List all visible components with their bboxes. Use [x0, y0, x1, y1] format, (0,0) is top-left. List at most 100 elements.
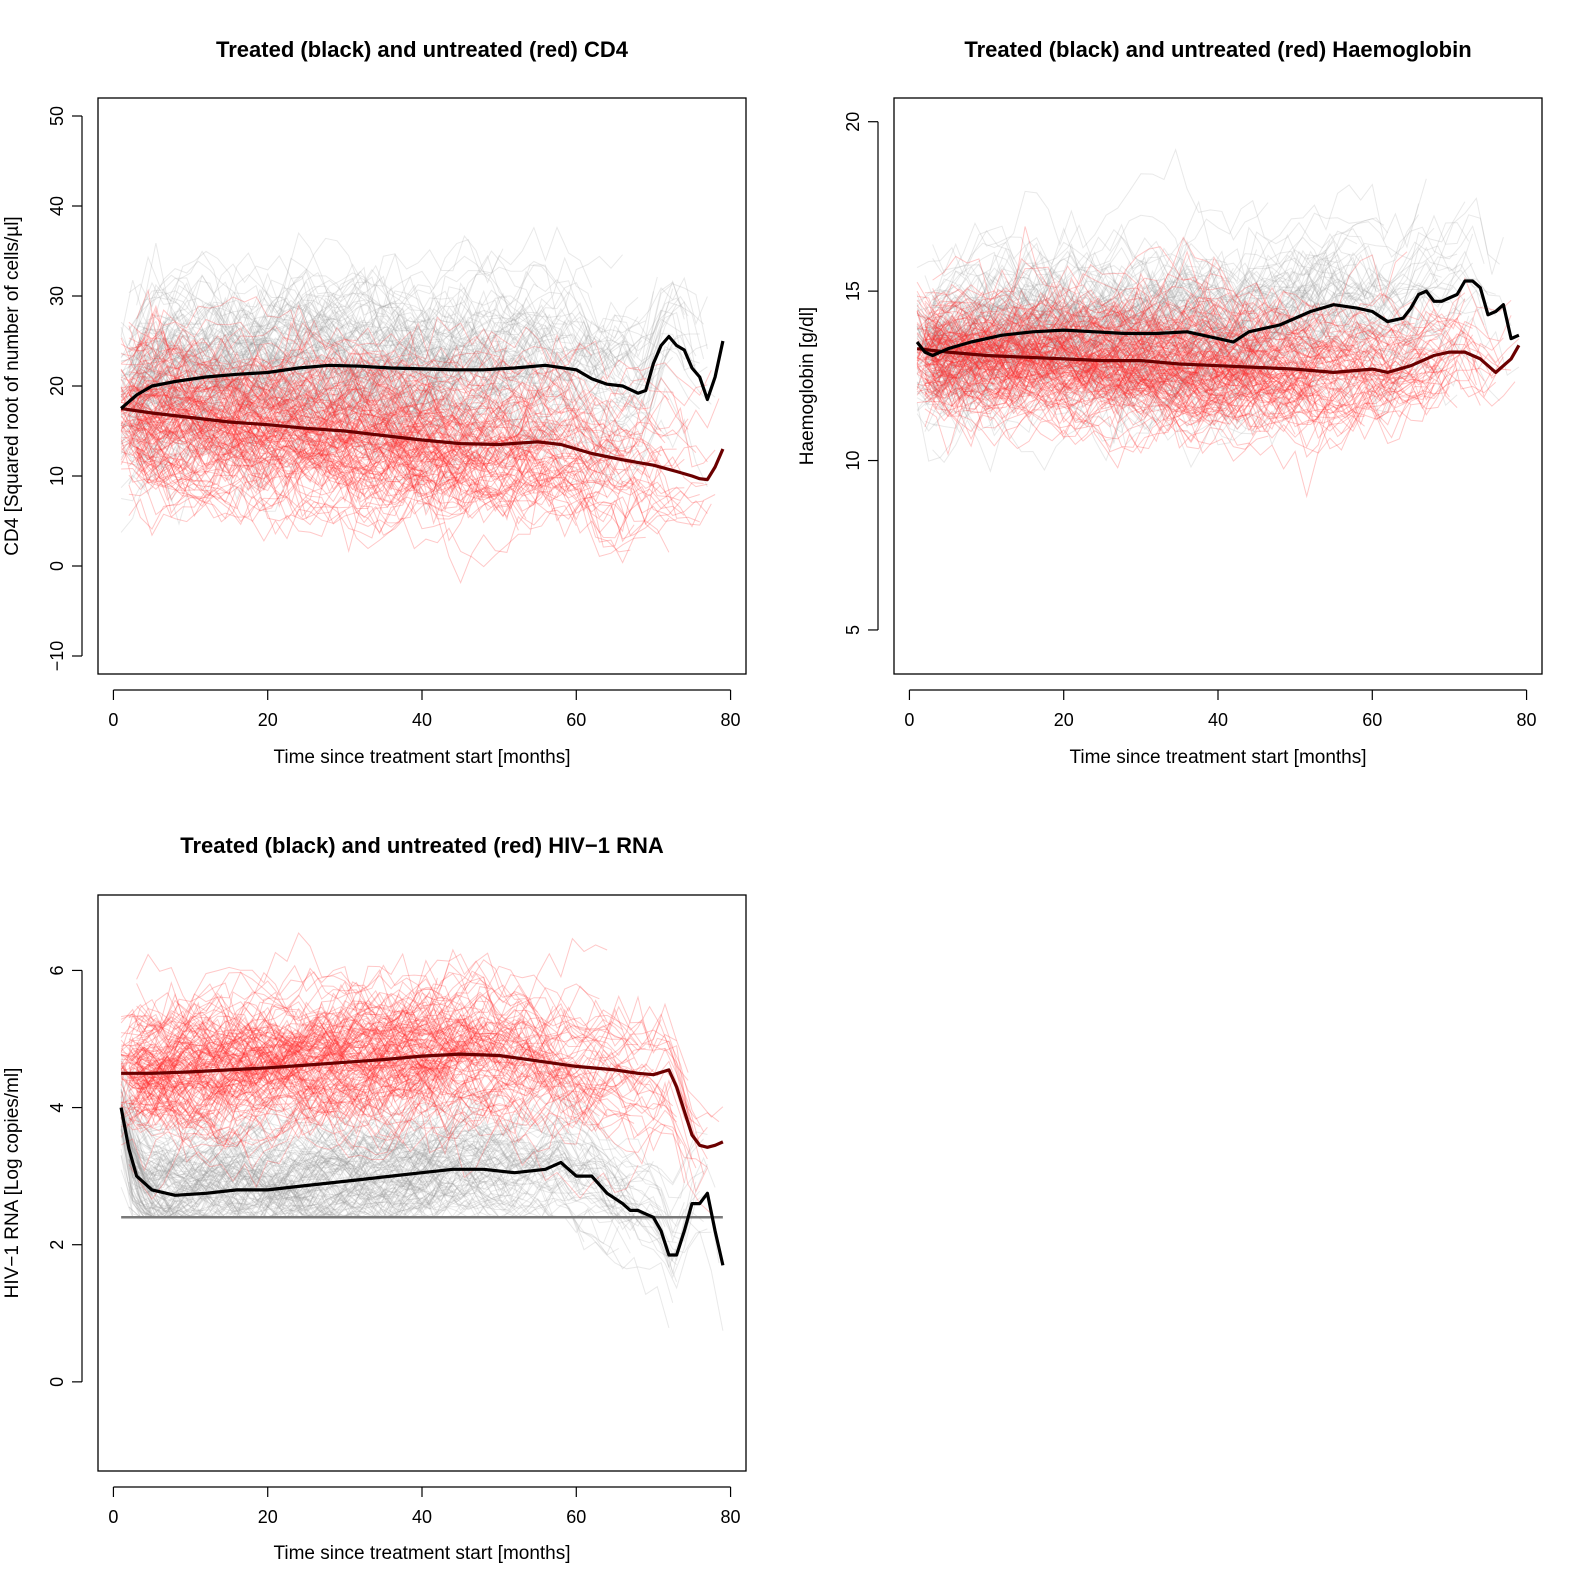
untreated-trajectory [924, 340, 1458, 432]
untreated-trajectory [128, 456, 558, 554]
x-tick-label: 60 [566, 710, 586, 730]
untreated-trajectory [136, 1033, 635, 1118]
untreated-trajectory [121, 394, 550, 493]
x-tick-label: 40 [412, 710, 432, 730]
treated-trajectory [136, 1125, 554, 1208]
treated-trajectory [916, 314, 1242, 385]
treated-trajectory [128, 300, 639, 379]
treated-trajectory [120, 327, 608, 475]
untreated-trajectory [136, 1012, 623, 1090]
treated-trajectory [128, 281, 685, 396]
untreated-trajectory [120, 370, 423, 447]
untreated-trajectory [136, 959, 438, 1052]
untreated-trajectory [932, 338, 1385, 421]
untreated-trajectory [916, 236, 1277, 376]
untreated-trajectory [932, 322, 1477, 393]
treated-trajectory [120, 1109, 527, 1210]
untreated-trajectory [120, 365, 458, 476]
untreated-trajectory [924, 322, 1226, 368]
untreated-trajectory [924, 273, 1342, 353]
treated-trajectories [916, 148, 1520, 473]
treated-trajectory [136, 289, 705, 415]
treated-trajectory [916, 335, 1288, 462]
untreated-trajectory [120, 409, 562, 519]
x-tick-label: 60 [1362, 710, 1382, 730]
treated-trajectory [932, 249, 1327, 331]
untreated-trajectory [120, 337, 689, 497]
x-tick-label: 0 [108, 1507, 118, 1527]
untreated-trajectory [128, 1007, 639, 1104]
untreated-trajectory [916, 246, 1254, 355]
treated-trajectory [136, 1133, 565, 1218]
treated-trajectory [136, 1121, 600, 1189]
untreated-trajectory [136, 1074, 531, 1146]
untreated-trajectory [120, 333, 666, 454]
untreated-trajectory [120, 1011, 423, 1092]
untreated-trajectory [128, 367, 431, 446]
untreated-trajectory [128, 435, 523, 509]
untreated-trajectory [128, 417, 593, 499]
untreated-trajectory [128, 988, 720, 1123]
untreated-trajectory [136, 1030, 565, 1110]
untreated-trajectory [120, 398, 446, 465]
untreated-trajectory [128, 1001, 639, 1079]
untreated-trajectory [136, 403, 681, 540]
untreated-trajectory [136, 932, 554, 1050]
untreated-trajectory [932, 300, 1477, 380]
untreated-trajectory [128, 379, 685, 499]
untreated-trajectory [136, 387, 543, 453]
treated-trajectory [916, 237, 1357, 327]
treated-trajectory [917, 240, 1346, 356]
treated-trajectory [120, 1121, 458, 1218]
treated-trajectory [120, 369, 573, 457]
untreated-trajectory [136, 378, 554, 495]
treated-trajectory [120, 308, 446, 401]
treated-trajectory [128, 1161, 708, 1254]
untreated-trajectory [136, 431, 646, 558]
y-tick-label: 2 [47, 1240, 67, 1250]
untreated-trajectory [136, 387, 438, 437]
untreated-trajectory [136, 976, 519, 1094]
untreated-trajectory [128, 1024, 500, 1102]
treated-trajectory [120, 1129, 492, 1219]
untreated-trajectory [136, 1005, 508, 1091]
treated-trajectory [128, 1097, 593, 1188]
treated-trajectories [120, 226, 716, 533]
untreated-trajectory [128, 415, 419, 484]
treated-trajectory [128, 1107, 685, 1243]
treated-trajectory [136, 1114, 704, 1218]
untreated-trajectory [136, 992, 415, 1048]
untreated-trajectory [932, 298, 1223, 388]
untreated-trajectory [128, 398, 662, 497]
untreated-trajectory [120, 1051, 608, 1129]
untreated-trajectory [120, 1018, 597, 1081]
treated-trajectory [136, 1101, 565, 1208]
untreated-trajectory [121, 414, 631, 510]
untreated-trajectory [128, 375, 685, 489]
untreated-trajectory [917, 278, 1404, 363]
untreated-trajectory [120, 1070, 608, 1126]
treated-trajectory [120, 302, 504, 395]
treated-trajectory [128, 1127, 708, 1242]
untreated-trajectory [136, 436, 484, 506]
untreated-trajectory [924, 318, 1331, 429]
untreated-trajectory [136, 1036, 450, 1094]
untreated-trajectory [924, 329, 1516, 426]
treated-trajectory [136, 286, 473, 405]
treated-trajectory [120, 296, 643, 379]
treated-trajectory [932, 314, 1327, 441]
untreated-trajectory [120, 422, 481, 512]
untreated-trajectory [136, 413, 635, 543]
treated-trajectory [924, 320, 1273, 428]
treated-trajectory [120, 299, 515, 390]
treated-mean-line [120, 334, 725, 410]
untreated-trajectory [932, 363, 1315, 420]
treated-trajectory [924, 300, 1412, 406]
untreated-trajectory [916, 257, 1473, 359]
untreated-trajectory [136, 969, 438, 1066]
treated-trajectory [128, 1143, 685, 1261]
untreated-trajectory [924, 375, 1261, 448]
treated-trajectory [128, 304, 569, 421]
untreated-trajectory [120, 396, 631, 520]
